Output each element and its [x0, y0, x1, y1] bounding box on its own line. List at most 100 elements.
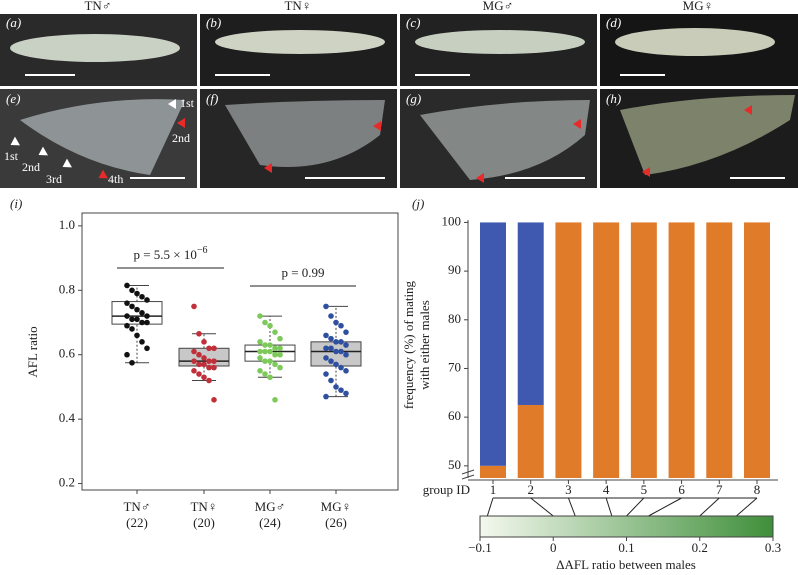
data-point	[328, 345, 334, 352]
panel-label: (i)	[10, 196, 22, 211]
y-tick-label: 100	[442, 213, 462, 228]
data-point	[211, 345, 217, 352]
data-point	[272, 329, 278, 335]
x-tick-label: 1	[490, 482, 497, 497]
bar-segment	[517, 222, 544, 405]
data-point	[257, 348, 263, 355]
data-point	[338, 364, 344, 371]
data-point	[328, 335, 334, 342]
data-point	[272, 361, 278, 368]
x-tick-label: 3	[565, 482, 572, 497]
data-point	[139, 319, 145, 326]
y-axis-label: with either males	[417, 300, 432, 390]
x-tick-label: MG♂	[255, 499, 286, 514]
data-point	[262, 358, 268, 364]
connector	[486, 497, 494, 517]
y-axis-label: AFL ratio	[25, 326, 40, 377]
data-point	[257, 339, 263, 345]
data-point	[129, 316, 135, 323]
panel-label: (b)	[206, 15, 221, 30]
ray-label: 1st	[4, 149, 19, 163]
data-point	[267, 374, 273, 381]
panel-label: (f)	[206, 91, 218, 106]
x-tick-label: 8	[754, 482, 761, 497]
data-point	[333, 339, 339, 345]
ray-label: 3rd	[46, 172, 62, 186]
data-point	[338, 387, 344, 393]
data-point	[267, 342, 273, 348]
data-point	[343, 342, 349, 348]
data-point	[323, 303, 329, 310]
data-point	[323, 393, 329, 400]
y-tick-label: 0.4	[59, 410, 76, 425]
y-tick-label: 0.8	[59, 281, 75, 296]
colorbar-tick-label: −0.1	[468, 540, 492, 555]
column-title: TN♂	[84, 0, 111, 13]
data-point	[262, 319, 268, 326]
x-tick-label: TN♂	[123, 499, 150, 514]
data-point	[267, 358, 273, 364]
fin	[420, 100, 590, 180]
y-axis-label: frequency (%) of mating	[401, 280, 416, 409]
panel-label: (g)	[406, 91, 421, 106]
data-point	[139, 310, 145, 316]
colorbar	[479, 515, 774, 538]
data-point	[262, 371, 268, 377]
colorbar-tick-label: 0.3	[765, 540, 781, 555]
y-tick-label: 1.0	[59, 217, 75, 232]
data-point	[323, 355, 329, 361]
data-point	[144, 313, 150, 319]
data-point	[191, 303, 197, 310]
data-point	[262, 342, 268, 348]
fin	[20, 99, 185, 175]
x-tick-label: 4	[603, 482, 610, 497]
connector	[626, 497, 645, 517]
bar-segment	[744, 222, 770, 478]
colorbar-tick-label: 0.1	[618, 540, 634, 555]
fish	[215, 30, 385, 54]
data-point	[272, 397, 278, 403]
data-point	[124, 300, 130, 306]
y-tick-label: 90	[448, 262, 461, 277]
plot-frame	[81, 212, 399, 491]
data-point	[124, 322, 130, 329]
y-tick-label: 50	[448, 457, 461, 472]
data-point	[201, 374, 207, 381]
ray-label: 2nd	[172, 131, 190, 145]
data-point	[191, 368, 197, 374]
bar-segment	[480, 222, 506, 466]
bar-segment	[706, 222, 733, 478]
n-label: (20)	[193, 515, 215, 530]
data-point	[124, 313, 130, 319]
x-tick-label: TN♀	[190, 499, 217, 514]
data-point	[338, 339, 344, 345]
data-point	[257, 368, 263, 374]
y-tick-label: 60	[448, 408, 461, 423]
data-point	[323, 345, 329, 352]
connector	[736, 497, 758, 517]
data-point	[333, 384, 339, 390]
panel-label: (e)	[6, 91, 20, 106]
box	[111, 301, 163, 325]
data-point	[211, 364, 217, 371]
data-point	[333, 319, 339, 326]
data-point	[129, 303, 135, 310]
fish	[415, 30, 585, 54]
colorbar-tick-label: 0.2	[692, 540, 708, 555]
y-tick-label: 70	[448, 359, 461, 374]
x-tick-label: 7	[716, 482, 723, 497]
data-point	[333, 348, 339, 355]
connector	[699, 497, 720, 517]
data-point	[328, 313, 334, 319]
data-point	[206, 364, 212, 371]
y-tick-label: 80	[448, 311, 461, 326]
data-point	[144, 319, 150, 326]
connector	[605, 497, 613, 517]
panel-label: (a)	[6, 15, 21, 30]
n-label: (24)	[259, 515, 281, 530]
data-point	[144, 297, 150, 303]
x-axis-label: group ID	[423, 482, 470, 497]
data-point	[338, 348, 344, 355]
panel-label: (d)	[606, 15, 621, 30]
